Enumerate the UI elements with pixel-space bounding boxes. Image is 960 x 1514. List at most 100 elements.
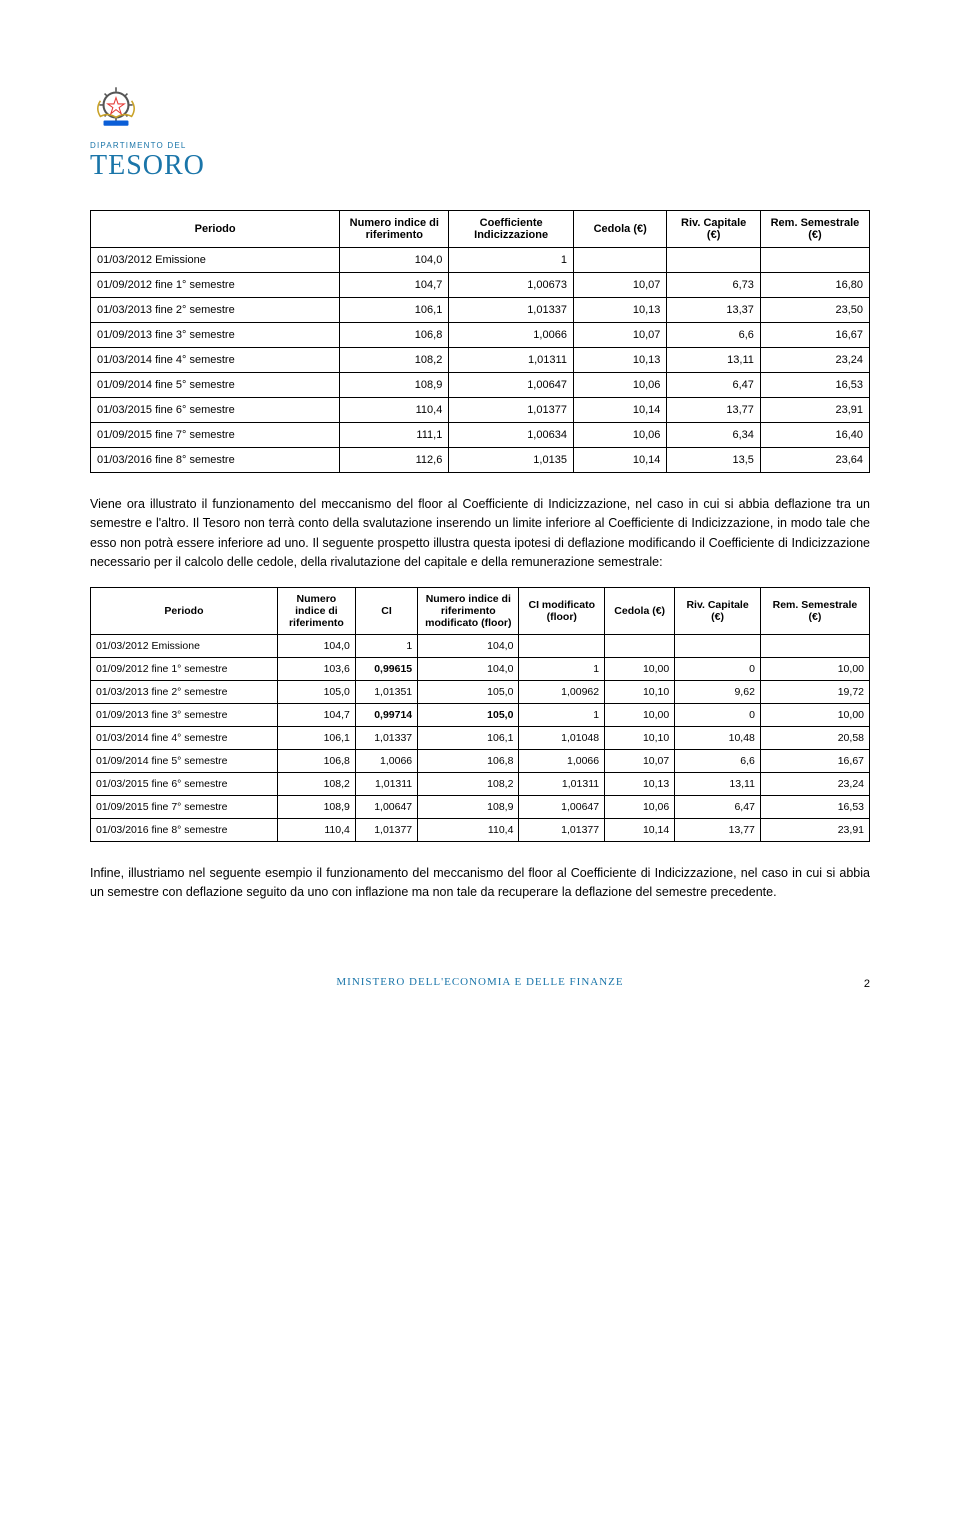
table-cell: 13,11 bbox=[667, 348, 760, 373]
table-cell: 110,4 bbox=[340, 398, 449, 423]
table-cell: 1,0066 bbox=[355, 749, 417, 772]
table-cell: 1 bbox=[519, 657, 605, 680]
table-cell: 6,47 bbox=[675, 795, 761, 818]
table-cell: 16,67 bbox=[760, 749, 869, 772]
table-cell: 10,00 bbox=[760, 703, 869, 726]
table-cell: 13,77 bbox=[667, 398, 760, 423]
table-cell: 106,1 bbox=[277, 726, 355, 749]
table-row: 01/09/2014 fine 5° semestre106,81,006610… bbox=[91, 749, 870, 772]
table-cell: 13,77 bbox=[675, 818, 761, 841]
table-cell: 01/03/2012 Emissione bbox=[91, 248, 340, 273]
table-cell: 10,07 bbox=[573, 273, 666, 298]
table-cell: 0 bbox=[675, 657, 761, 680]
table-cell: 1,00673 bbox=[449, 273, 574, 298]
table-cell: 1,00647 bbox=[449, 373, 574, 398]
table-row: 01/03/2014 fine 4° semestre106,11,01337 1… bbox=[91, 726, 870, 749]
table-cell: 108,2 bbox=[340, 348, 449, 373]
table-row: 01/03/2016 fine 8° semestre110,41,013771… bbox=[91, 818, 870, 841]
table-cell: 1,00634 bbox=[449, 423, 574, 448]
logo-name: TESORO bbox=[90, 150, 870, 182]
column-header: Cedola (€) bbox=[605, 587, 675, 634]
table-cell: 16,53 bbox=[760, 373, 869, 398]
table-cell: 01/09/2015 fine 7° semestre bbox=[91, 795, 278, 818]
table-cell: 10,48 bbox=[675, 726, 761, 749]
table-cell: 108,2 bbox=[277, 772, 355, 795]
table-cell: 104,7 bbox=[277, 703, 355, 726]
table-row: 01/09/2012 fine 1° semestre103,60,996151… bbox=[91, 657, 870, 680]
table-cell bbox=[760, 248, 869, 273]
table-cell: 10,06 bbox=[573, 373, 666, 398]
table-cell: 10,00 bbox=[760, 657, 869, 680]
table-cell: 106,8 bbox=[418, 749, 519, 772]
table-cell: 16,53 bbox=[760, 795, 869, 818]
table-row: 01/09/2015 fine 7° semestre111,11,006341… bbox=[91, 423, 870, 448]
table-row: 01/03/2015 fine 6° semestre110,41,01377 1… bbox=[91, 398, 870, 423]
table-cell: 1,01377 bbox=[449, 398, 574, 423]
table-cell: 10,13 bbox=[573, 348, 666, 373]
table-cell: 23,64 bbox=[760, 448, 869, 473]
column-header: Periodo bbox=[91, 211, 340, 248]
table-cell: 01/09/2013 fine 3° semestre bbox=[91, 323, 340, 348]
table-cell: 01/03/2015 fine 6° semestre bbox=[91, 772, 278, 795]
table-cell: 1,01337 bbox=[355, 726, 417, 749]
table-cell: 110,4 bbox=[277, 818, 355, 841]
table-cell: 106,8 bbox=[277, 749, 355, 772]
table-cell: 110,4 bbox=[418, 818, 519, 841]
table-cell: 10,00 bbox=[605, 657, 675, 680]
footer-ministry: MINISTERO DELL'ECONOMIA E DELLE FINANZE bbox=[336, 976, 623, 988]
table-cell: 10,07 bbox=[573, 323, 666, 348]
table-cell: 23,50 bbox=[760, 298, 869, 323]
table-cell: 23,91 bbox=[760, 398, 869, 423]
table-cell bbox=[519, 634, 605, 657]
table-row: 01/03/2016 fine 8° semestre112,61,013510… bbox=[91, 448, 870, 473]
table-cell bbox=[760, 634, 869, 657]
table-cell: 10,14 bbox=[605, 818, 675, 841]
column-header: Riv. Capitale (€) bbox=[667, 211, 760, 248]
table-cell: 16,80 bbox=[760, 273, 869, 298]
table-deflazione-floor: PeriodoNumero indice di riferimentoCINum… bbox=[90, 587, 870, 842]
table-cell: 104,0 bbox=[277, 634, 355, 657]
table-row: 01/03/2012 Emissione104,01104,0 bbox=[91, 634, 870, 657]
table-cell: 19,72 bbox=[760, 680, 869, 703]
table-cell: 10,13 bbox=[605, 772, 675, 795]
table-cell: 1 bbox=[355, 634, 417, 657]
table-cell: 10,06 bbox=[573, 423, 666, 448]
column-header: CI bbox=[355, 587, 417, 634]
table-cell: 1 bbox=[449, 248, 574, 273]
table-cell: 01/09/2012 fine 1° semestre bbox=[91, 657, 278, 680]
table-cell bbox=[675, 634, 761, 657]
paragraph-floor-explanation: Viene ora illustrato il funzionamento de… bbox=[90, 495, 870, 573]
page-number: 2 bbox=[864, 978, 870, 990]
table-cell: 01/03/2015 fine 6° semestre bbox=[91, 398, 340, 423]
table-cell: 111,1 bbox=[340, 423, 449, 448]
table-cell: 112,6 bbox=[340, 448, 449, 473]
paragraph-final-example: Infine, illustriamo nel seguente esempio… bbox=[90, 864, 870, 903]
table-cell: 01/03/2016 fine 8° semestre bbox=[91, 448, 340, 473]
table-cell: 1,0066 bbox=[449, 323, 574, 348]
table-cell: 20,58 bbox=[760, 726, 869, 749]
table-cell: 23,24 bbox=[760, 772, 869, 795]
table-cell: 01/03/2013 fine 2° semestre bbox=[91, 680, 278, 703]
column-header: Coefficiente Indicizzazione bbox=[449, 211, 574, 248]
table-cell: 1,00647 bbox=[355, 795, 417, 818]
table-cell: 01/03/2014 fine 4° semestre bbox=[91, 726, 278, 749]
table-cell: 105,0 bbox=[418, 703, 519, 726]
table-cell: 1 bbox=[519, 703, 605, 726]
table-cell: 01/03/2016 fine 8° semestre bbox=[91, 818, 278, 841]
table-cell: 10,00 bbox=[605, 703, 675, 726]
table-cell: 6,34 bbox=[667, 423, 760, 448]
table-cell: 1,01048 bbox=[519, 726, 605, 749]
table-row: 01/03/2012 Emissione104,01 bbox=[91, 248, 870, 273]
table-cell: 1,01351 bbox=[355, 680, 417, 703]
table-cell: 1,01311 bbox=[355, 772, 417, 795]
column-header: CI modificato (floor) bbox=[519, 587, 605, 634]
table-cell: 23,24 bbox=[760, 348, 869, 373]
table-row: 01/09/2013 fine 3° semestre106,81,006610… bbox=[91, 323, 870, 348]
table-cell: 6,47 bbox=[667, 373, 760, 398]
table-cell: 01/09/2012 fine 1° semestre bbox=[91, 273, 340, 298]
table-row: 01/03/2013 fine 2° semestre106,11,013371… bbox=[91, 298, 870, 323]
table-cell: 01/03/2012 Emissione bbox=[91, 634, 278, 657]
table-cell: 1,00962 bbox=[519, 680, 605, 703]
table-row: 01/03/2015 fine 6° semestre108,21,01311 1… bbox=[91, 772, 870, 795]
logo-header: DIPARTIMENTO DEL TESORO bbox=[90, 80, 870, 182]
